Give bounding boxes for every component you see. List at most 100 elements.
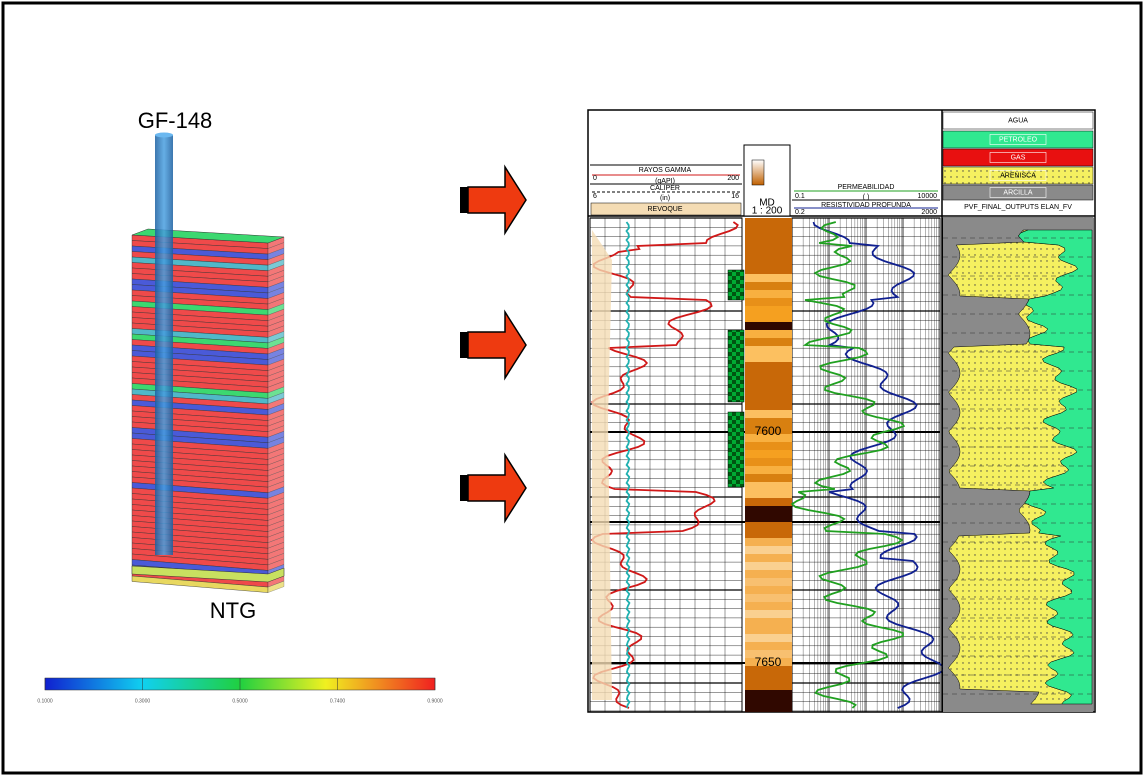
depth-band	[745, 546, 792, 554]
header-label: 16	[731, 193, 739, 200]
depth-band	[745, 370, 792, 378]
depth-band	[745, 706, 792, 712]
well-pipe	[155, 135, 173, 555]
depth-band	[745, 362, 792, 370]
depth-band	[745, 474, 792, 482]
depth-band	[745, 298, 792, 306]
legend-swatch	[942, 148, 1094, 167]
header-label: (in)	[660, 195, 670, 202]
header-label: 0.1	[795, 193, 805, 200]
depth-band	[745, 642, 792, 650]
depth-band	[745, 690, 792, 698]
depth-band	[745, 418, 792, 426]
depth-band	[745, 506, 792, 514]
depth-band	[745, 378, 792, 386]
header-label: 0.2	[795, 209, 805, 216]
water-fill	[1018, 229, 1093, 705]
depth-band	[745, 626, 792, 634]
depth-band	[745, 306, 792, 314]
depth-band	[745, 578, 792, 586]
depth-band	[745, 538, 792, 546]
depth-band	[745, 450, 792, 458]
pipe-top	[155, 132, 173, 138]
header-label: 200	[727, 175, 739, 182]
header-label: RAYOS GAMMA	[639, 167, 692, 174]
depth-band	[745, 322, 792, 330]
depth-band	[745, 594, 792, 602]
colorbar-label: 0.1000	[37, 698, 53, 704]
depth-band	[745, 698, 792, 706]
legend-swatch	[942, 184, 1094, 201]
depth-band	[745, 226, 792, 234]
depth-band	[745, 674, 792, 682]
depth-band	[745, 522, 792, 530]
depth-band	[745, 490, 792, 498]
property-name: NTG	[210, 598, 256, 623]
depth-label: 7650	[755, 655, 782, 669]
depth-band	[745, 442, 792, 450]
depth-band	[745, 314, 792, 322]
resistivity-curve	[812, 221, 946, 709]
depth-band	[745, 658, 792, 666]
legend-swatch	[942, 111, 1094, 130]
net-flag	[727, 329, 745, 403]
layer-side	[267, 580, 285, 593]
depth-band	[745, 242, 792, 250]
depth-band	[745, 586, 792, 594]
colorbar-label: 0.9000	[427, 698, 443, 704]
arrow	[467, 452, 527, 524]
header-label: 6	[593, 193, 597, 200]
3d-model	[131, 132, 285, 593]
depth-band	[745, 554, 792, 562]
header-label: GAS	[1011, 154, 1026, 161]
depth-band	[745, 602, 792, 610]
depth-band	[745, 426, 792, 434]
depth-band	[745, 266, 792, 274]
depth-band	[745, 218, 792, 226]
depth-band	[745, 330, 792, 338]
arrows	[460, 164, 527, 524]
arrow-tail	[460, 332, 468, 358]
depth-band	[745, 274, 792, 282]
depth-band	[745, 394, 792, 402]
depth-band	[745, 514, 792, 522]
depth-band	[745, 666, 792, 674]
legend-box	[989, 134, 1047, 145]
depth-band	[745, 570, 792, 578]
depth-band	[745, 402, 792, 410]
colorbar-label: 0.7400	[330, 698, 346, 704]
header-label: PETROLEO	[999, 136, 1038, 143]
depth-band	[745, 354, 792, 362]
legend-box	[989, 187, 1047, 198]
header-label: PERMEABILIDAD	[838, 184, 895, 191]
well-log: 7600 7650 RAYOS GAMMA (gAPI) 0 200 CALIPER (in)…	[587, 109, 1096, 713]
depth-band	[745, 410, 792, 418]
depth-band	[745, 682, 792, 690]
header-label: AGUA	[1008, 117, 1028, 124]
arrow-tail	[460, 475, 468, 501]
mudcake-swatch	[590, 202, 742, 216]
caliper-curve	[625, 221, 631, 709]
depth-band	[745, 250, 792, 258]
well-name: GF-148	[138, 108, 213, 133]
depth-band	[745, 610, 792, 618]
header-label: ( )	[863, 194, 870, 201]
header-label: ARCILLA	[1003, 189, 1033, 196]
depth-swatch	[751, 159, 765, 186]
depth-band	[745, 386, 792, 394]
header-label: (gAPI)	[655, 178, 675, 185]
permeability-curve	[790, 221, 906, 709]
header-label: REVOQUE	[647, 206, 682, 213]
colorbar-label: 0.3000	[135, 698, 151, 704]
net-flag	[727, 411, 745, 488]
header-label: PVF_FINAL_OUTPUTS ELAN_FV	[964, 204, 1072, 211]
depth-band	[745, 530, 792, 538]
header-label: ARENISCA	[1000, 172, 1036, 179]
depth-band	[745, 290, 792, 298]
legend-swatch	[942, 166, 1094, 185]
arrow-tail	[460, 187, 468, 213]
legend-box	[989, 170, 1047, 181]
header-label: 2000	[921, 209, 937, 216]
depth-header	[743, 144, 791, 217]
